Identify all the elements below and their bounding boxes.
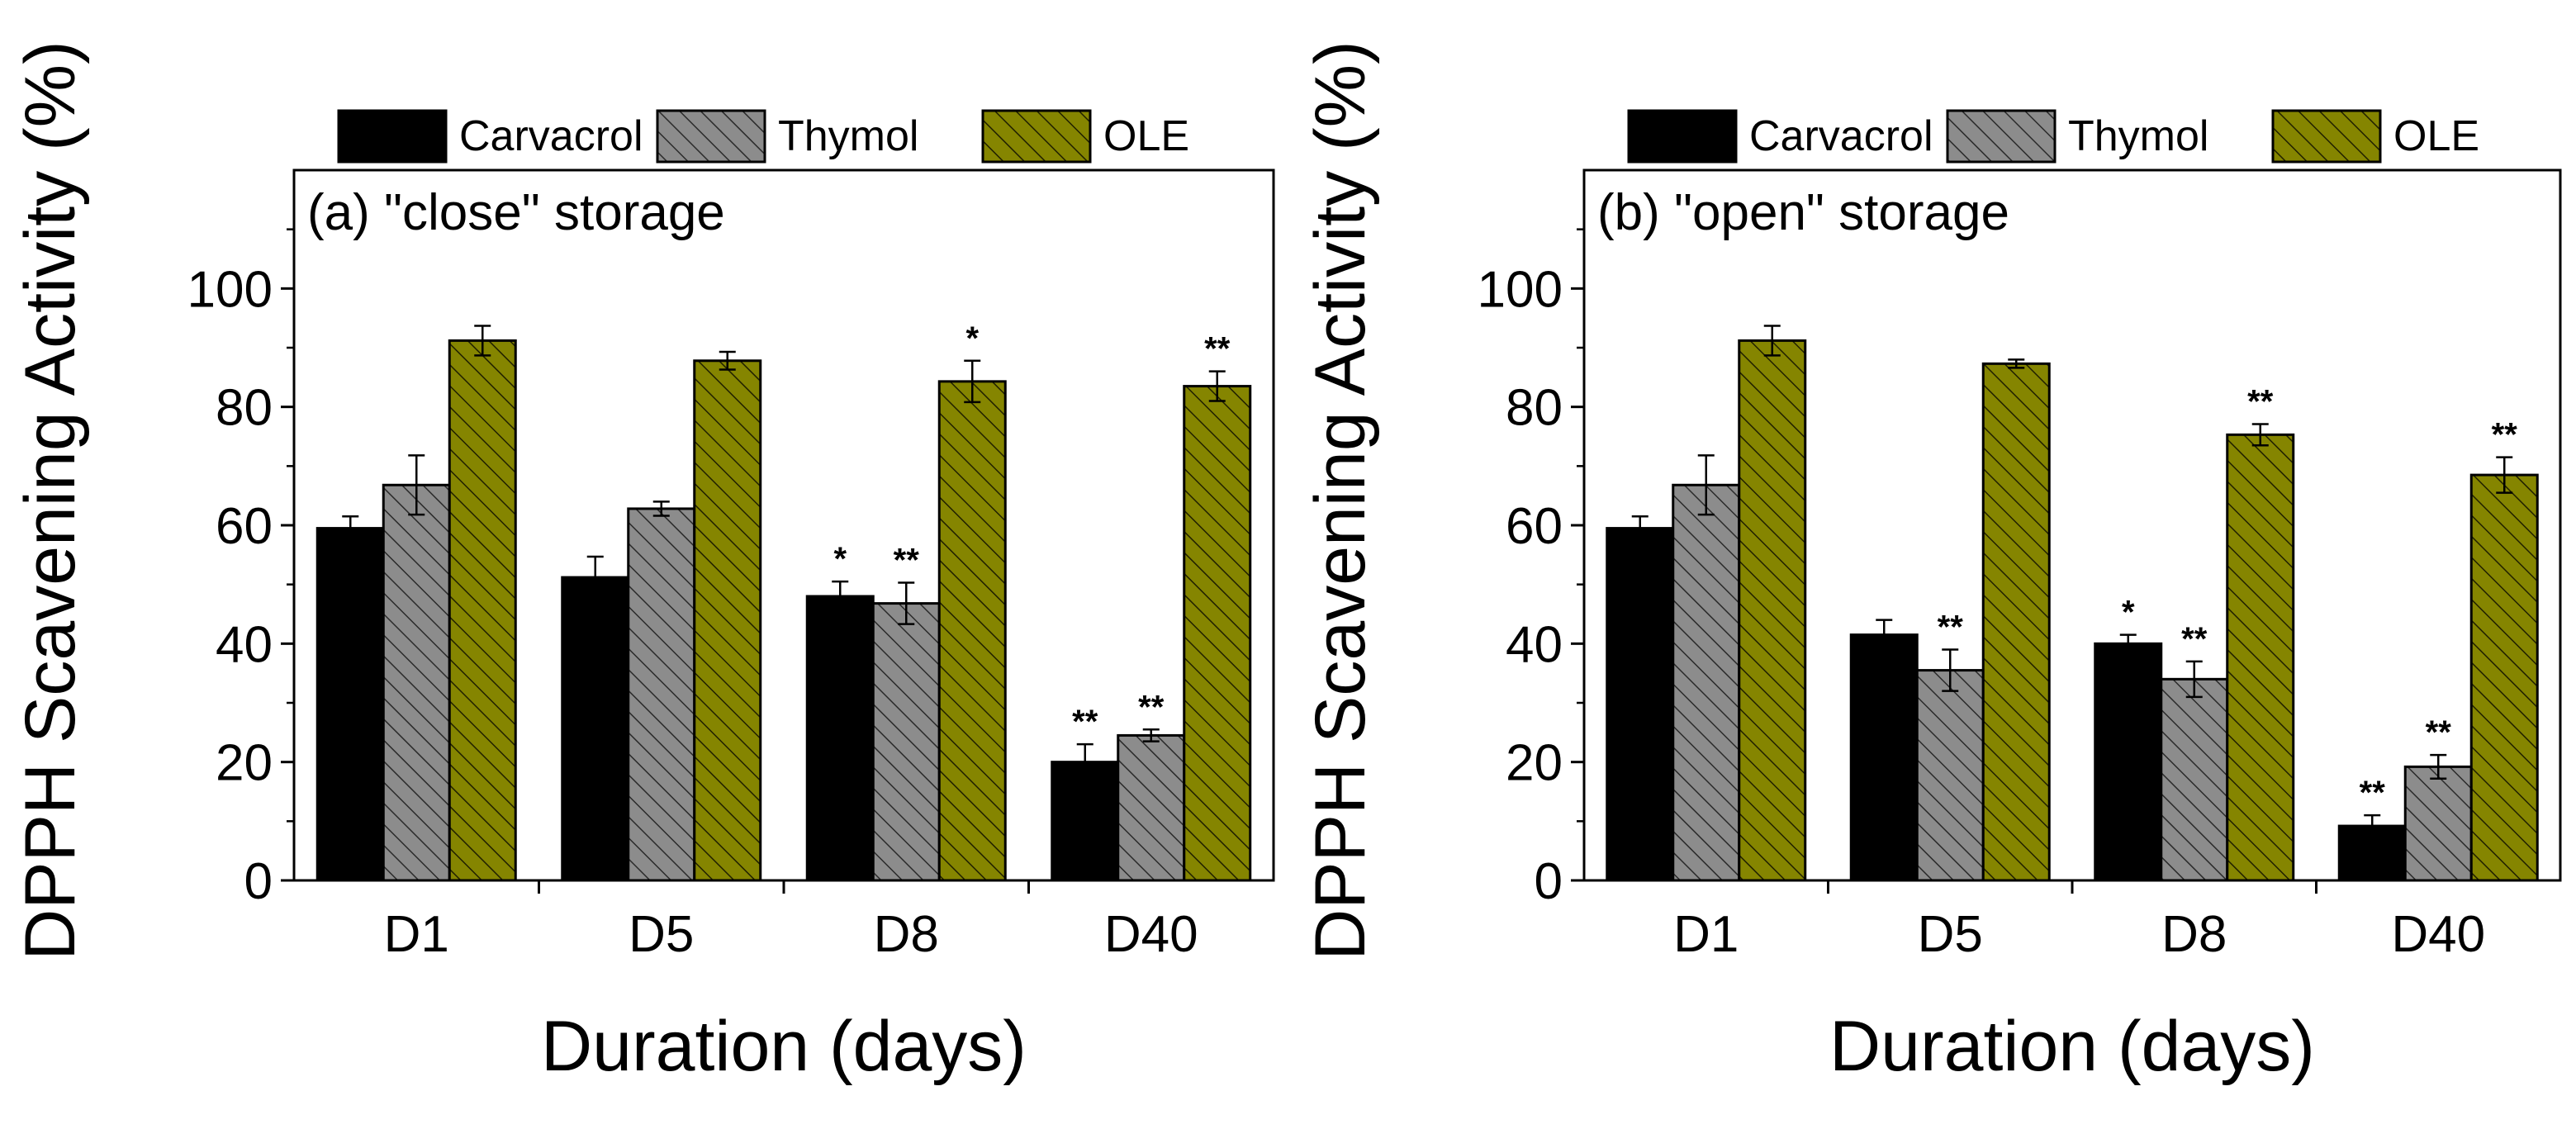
- x-tick-label: D8: [874, 906, 939, 963]
- legend-label-ole: OLE: [1103, 112, 1189, 160]
- bar-thymol-d1: [382, 483, 451, 882]
- x-tick-label: D5: [629, 906, 694, 963]
- y-tick-label: 20: [216, 735, 273, 792]
- bar-ole-d40: [1183, 385, 1252, 882]
- bar-thymol-d8: [871, 602, 941, 882]
- bar-carvacrol-d1: [1606, 527, 1675, 882]
- significance-label: **: [1204, 331, 1231, 368]
- significance-label: **: [1938, 610, 1964, 646]
- significance-label: **: [1138, 689, 1165, 725]
- bar-ole-d5: [693, 359, 762, 882]
- x-tick-label: D40: [2391, 906, 2485, 963]
- y-tick-label: 80: [1506, 380, 1563, 437]
- significance-label: *: [965, 320, 979, 357]
- significance-label: **: [894, 543, 920, 579]
- bar-carvacrol-d1: [315, 527, 385, 882]
- y-tick-label: 100: [1478, 261, 1563, 318]
- bar-thymol-d8: [2160, 677, 2229, 882]
- bar-thymol-d1: [1672, 483, 1741, 882]
- y-tick-label: 40: [1506, 616, 1563, 673]
- bar-carvacrol-d5: [1849, 633, 1919, 882]
- y-tick-label: 60: [216, 498, 273, 555]
- x-axis-title: Duration (days): [1829, 1007, 2315, 1086]
- legend-swatch-ole: [981, 109, 1092, 164]
- significance-label: **: [1072, 704, 1098, 740]
- legend-swatch-thymol: [1946, 109, 2057, 164]
- y-tick-label: 40: [216, 616, 273, 673]
- legend-label-ole: OLE: [2393, 112, 2479, 160]
- significance-label: **: [2181, 621, 2208, 657]
- bar-ole-d8: [2226, 433, 2295, 882]
- y-axis-title: DPPH Scavening Activity (%): [1301, 40, 1380, 961]
- legend-label-thymol: Thymol: [2068, 112, 2208, 160]
- y-tick-label: 100: [187, 261, 273, 318]
- legend-swatch-thymol: [656, 109, 766, 164]
- bar-ole-d8: [937, 380, 1007, 882]
- legend-swatch-carvacrol: [337, 109, 448, 164]
- legend-label-thymol: Thymol: [778, 112, 918, 160]
- significance-label: **: [2360, 775, 2386, 811]
- bar-carvacrol-d8: [805, 595, 875, 882]
- x-tick-label: D5: [1918, 906, 1983, 963]
- bar-carvacrol-d8: [2094, 642, 2163, 882]
- panel-title: (b) "open" storage: [1597, 184, 2009, 241]
- x-tick-label: D8: [2161, 906, 2227, 963]
- legend-swatch-carvacrol: [1627, 109, 1738, 164]
- bar-ole-d1: [1738, 339, 1807, 882]
- significance-label: **: [2247, 383, 2274, 420]
- bar-thymol-d40: [1117, 733, 1186, 882]
- panel-title: (a) "close" storage: [307, 184, 725, 241]
- bar-ole-d5: [1981, 362, 2051, 882]
- bar-thymol-d5: [1915, 669, 1985, 882]
- legend-label-carvacrol: Carvacrol: [1749, 112, 1933, 160]
- bar-ole-d1: [448, 339, 517, 882]
- x-tick-label: D40: [1104, 906, 1198, 963]
- y-axis-title: DPPH Scavening Activity (%): [11, 40, 90, 961]
- y-tick-label: 0: [1535, 853, 1563, 910]
- bar-thymol-d40: [2403, 765, 2473, 882]
- legend-label-carvacrol: Carvacrol: [459, 112, 643, 160]
- y-tick-label: 60: [1506, 498, 1563, 555]
- bar-ole-d40: [2469, 473, 2539, 882]
- y-tick-label: 0: [244, 853, 273, 910]
- significance-label: **: [2426, 714, 2452, 751]
- significance-label: **: [2492, 417, 2518, 453]
- bar-carvacrol-d5: [561, 576, 630, 882]
- significance-label: *: [833, 541, 847, 577]
- y-tick-label: 20: [1506, 735, 1563, 792]
- y-tick-label: 80: [216, 380, 273, 437]
- x-tick-label: D1: [1673, 906, 1739, 963]
- x-tick-label: D1: [384, 906, 449, 963]
- legend-swatch-ole: [2271, 109, 2382, 164]
- bar-thymol-d5: [627, 507, 696, 882]
- significance-label: *: [2122, 595, 2135, 631]
- x-axis-title: Duration (days): [541, 1007, 1027, 1086]
